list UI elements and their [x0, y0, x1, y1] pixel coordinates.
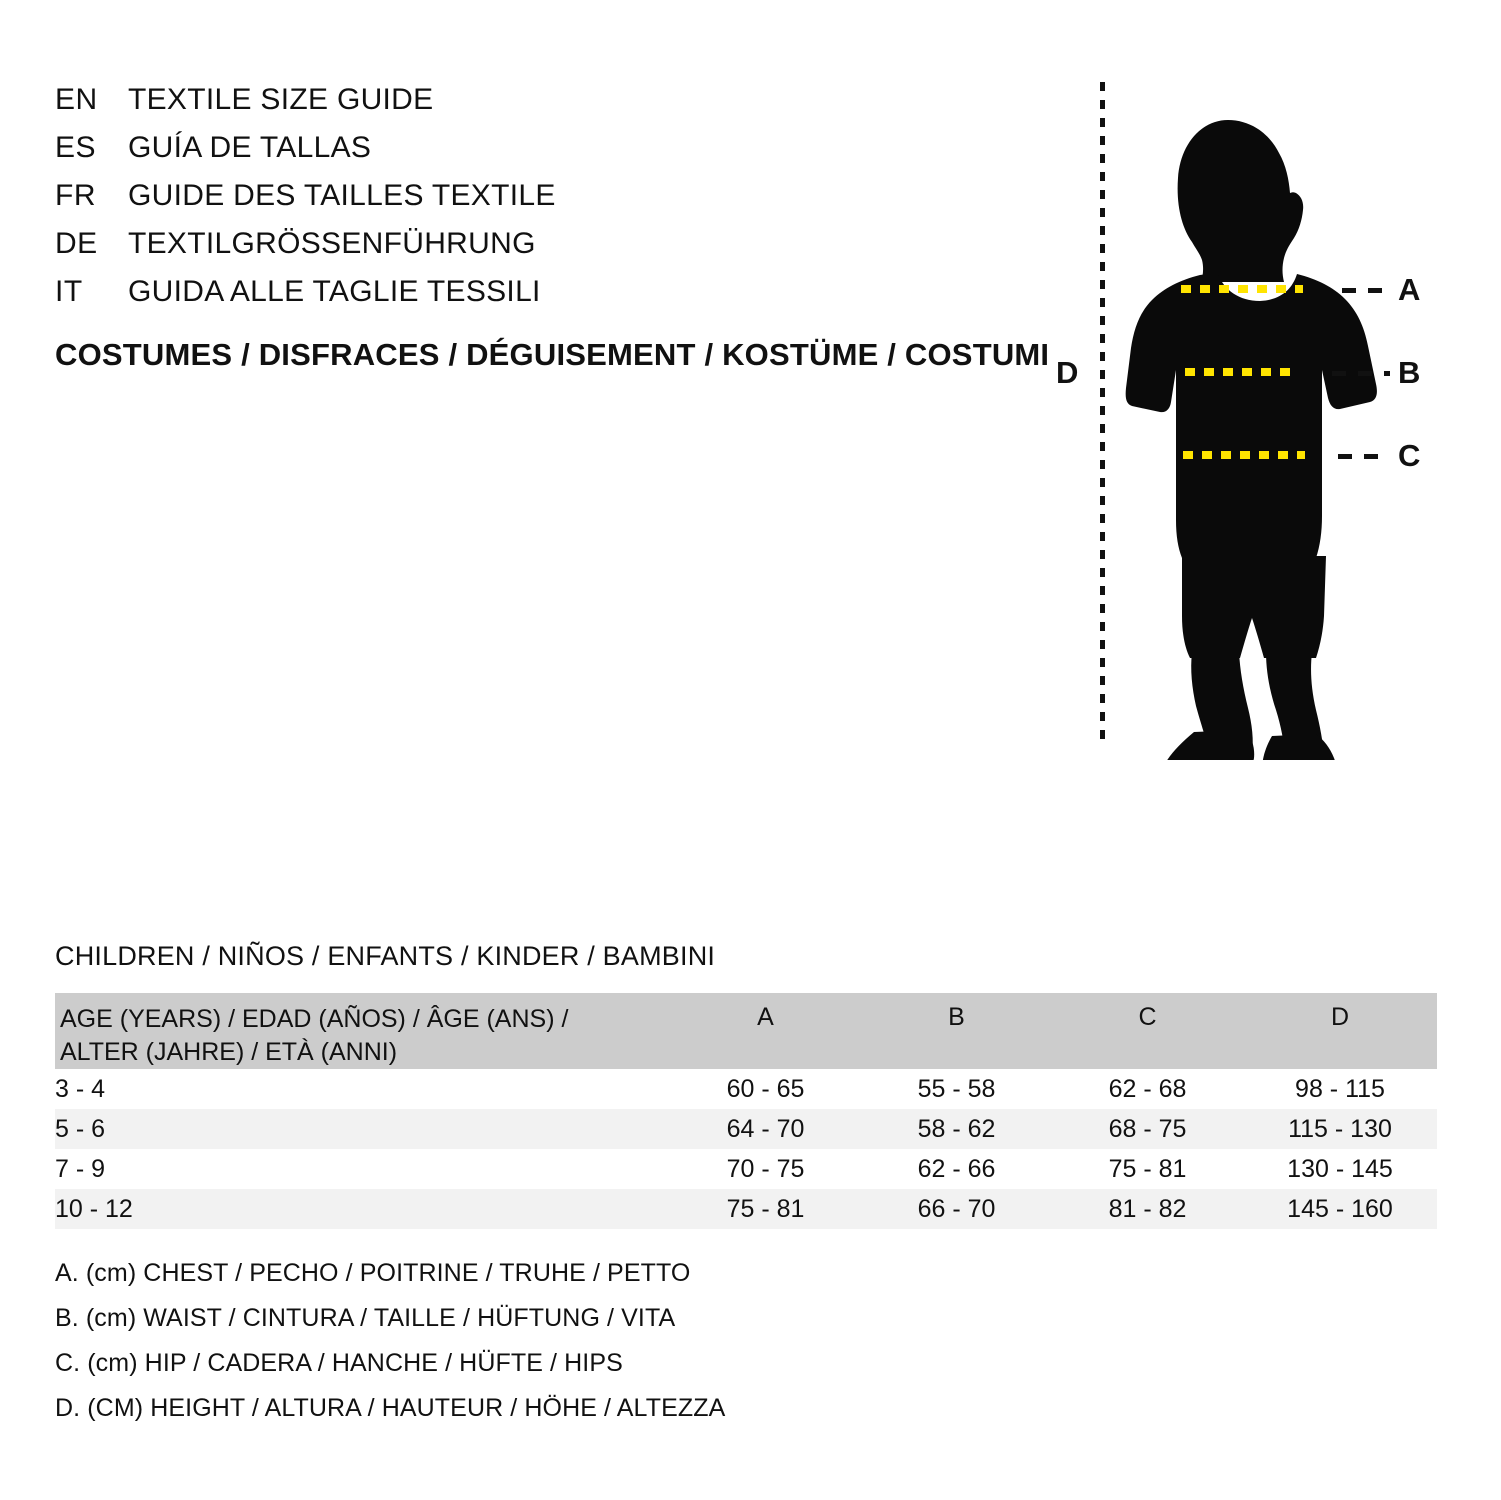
cell-chest: 60 - 65	[726, 1074, 805, 1103]
waist-measure-line	[1185, 368, 1297, 376]
cell-waist: 55 - 58	[917, 1074, 996, 1103]
cell-hip: 75 - 81	[1108, 1154, 1187, 1183]
cell-waist: 62 - 66	[917, 1154, 996, 1183]
column-header-b: B	[948, 1003, 965, 1031]
cell-chest: 75 - 81	[726, 1194, 805, 1223]
cell-age: 7 - 9	[55, 1154, 106, 1183]
age-header-line-1: AGE (YEARS) / EDAD (AÑOS) / ÂGE (ANS) /	[60, 1005, 569, 1033]
column-header-c: C	[1138, 1003, 1157, 1031]
column-header-age: AGE (YEARS) / EDAD (AÑOS) / ÂGE (ANS) / …	[55, 993, 670, 1069]
dimension-label-d: D	[1056, 355, 1079, 390]
size-table-body: 3 - 4 60 - 65 55 - 58 62 - 68 98 - 115 5…	[55, 1069, 1437, 1229]
dimension-label-a: A	[1398, 272, 1421, 307]
cell-chest: 70 - 75	[726, 1154, 805, 1183]
cell-height: 115 - 130	[1288, 1114, 1392, 1143]
child-silhouette-figure	[1040, 60, 1480, 760]
dimension-label-b: B	[1398, 355, 1421, 390]
cell-age: 5 - 6	[55, 1114, 106, 1143]
language-list: EN TEXTILE SIZE GUIDE ES GUÍA DE TALLAS …	[55, 76, 955, 316]
chest-leader-line	[1342, 288, 1390, 293]
language-code-es: ES	[55, 131, 97, 164]
chest-measure-line	[1181, 285, 1303, 293]
table-row: 3 - 4 60 - 65 55 - 58 62 - 68 98 - 115	[55, 1069, 1437, 1109]
language-code-fr: FR	[55, 179, 96, 212]
language-row-de: DE TEXTILGRÖSSENFÜHRUNG	[55, 220, 955, 268]
measurement-legend: A. (cm) CHEST / PECHO / POITRINE / TRUHE…	[55, 1251, 955, 1431]
language-text-it: GUIDA ALLE TAGLIE TESSILI	[128, 275, 541, 308]
legend-item-waist: B. (cm) WAIST / CINTURA / TAILLE / HÜFTU…	[55, 1304, 676, 1332]
hip-leader-line	[1338, 454, 1390, 459]
language-code-it: IT	[55, 275, 83, 308]
table-header-row: AGE (YEARS) / EDAD (AÑOS) / ÂGE (ANS) / …	[55, 993, 1437, 1069]
cell-waist: 58 - 62	[917, 1114, 996, 1143]
table-row: 7 - 9 70 - 75 62 - 66 75 - 81 130 - 145	[55, 1149, 1437, 1189]
dimension-label-c: C	[1398, 438, 1421, 473]
cell-age: 10 - 12	[55, 1194, 133, 1223]
cell-height: 145 - 160	[1287, 1194, 1393, 1223]
cell-hip: 81 - 82	[1108, 1194, 1187, 1223]
cell-height: 98 - 115	[1295, 1074, 1385, 1103]
language-text-fr: GUIDE DES TAILLES TEXTILE	[128, 179, 556, 212]
cell-hip: 68 - 75	[1108, 1114, 1187, 1143]
cell-hip: 62 - 68	[1108, 1074, 1187, 1103]
language-text-en: TEXTILE SIZE GUIDE	[128, 83, 434, 116]
language-row-en: EN TEXTILE SIZE GUIDE	[55, 76, 955, 124]
language-code-de: DE	[55, 227, 98, 260]
cell-height: 130 - 145	[1287, 1154, 1393, 1183]
size-table: AGE (YEARS) / EDAD (AÑOS) / ÂGE (ANS) / …	[55, 993, 1437, 1229]
table-section-title: CHILDREN / NIÑOS / ENFANTS / KINDER / BA…	[55, 941, 716, 971]
language-row-it: IT GUIDA ALLE TAGLIE TESSILI	[55, 268, 955, 316]
language-text-es: GUÍA DE TALLAS	[128, 131, 372, 164]
language-row-es: ES GUÍA DE TALLAS	[55, 124, 955, 172]
language-row-fr: FR GUIDE DES TAILLES TEXTILE	[55, 172, 955, 220]
cell-chest: 64 - 70	[726, 1114, 805, 1143]
language-code-en: EN	[55, 83, 98, 116]
cell-age: 3 - 4	[55, 1074, 106, 1103]
column-header-d: D	[1330, 1003, 1350, 1031]
size-table-head: AGE (YEARS) / EDAD (AÑOS) / ÂGE (ANS) / …	[55, 993, 1437, 1069]
table-row: 5 - 6 64 - 70 58 - 62 68 - 75 115 - 130	[55, 1109, 1437, 1149]
table-row: 10 - 12 75 - 81 66 - 70 81 - 82 145 - 16…	[55, 1189, 1437, 1229]
hip-measure-line	[1183, 451, 1305, 459]
language-text-de: TEXTILGRÖSSENFÜHRUNG	[128, 227, 536, 260]
age-header-line-2: ALTER (JAHRE) / ETÀ (ANNI)	[60, 1038, 398, 1066]
height-dashed-line	[1100, 82, 1105, 742]
column-header-a: A	[757, 1003, 774, 1031]
cell-waist: 66 - 70	[917, 1194, 996, 1223]
costume-subtitle: COSTUMES / DISFRACES / DÉGUISEMENT / KOS…	[55, 337, 1050, 372]
legend-item-height: D. (CM) HEIGHT / ALTURA / HAUTEUR / HÖHE…	[55, 1394, 726, 1422]
waist-leader-line	[1332, 371, 1390, 376]
legend-item-hip: C. (cm) HIP / CADERA / HANCHE / HÜFTE / …	[55, 1349, 623, 1377]
silhouette-icon	[1125, 120, 1377, 760]
legend-item-chest: A. (cm) CHEST / PECHO / POITRINE / TRUHE…	[55, 1259, 691, 1287]
